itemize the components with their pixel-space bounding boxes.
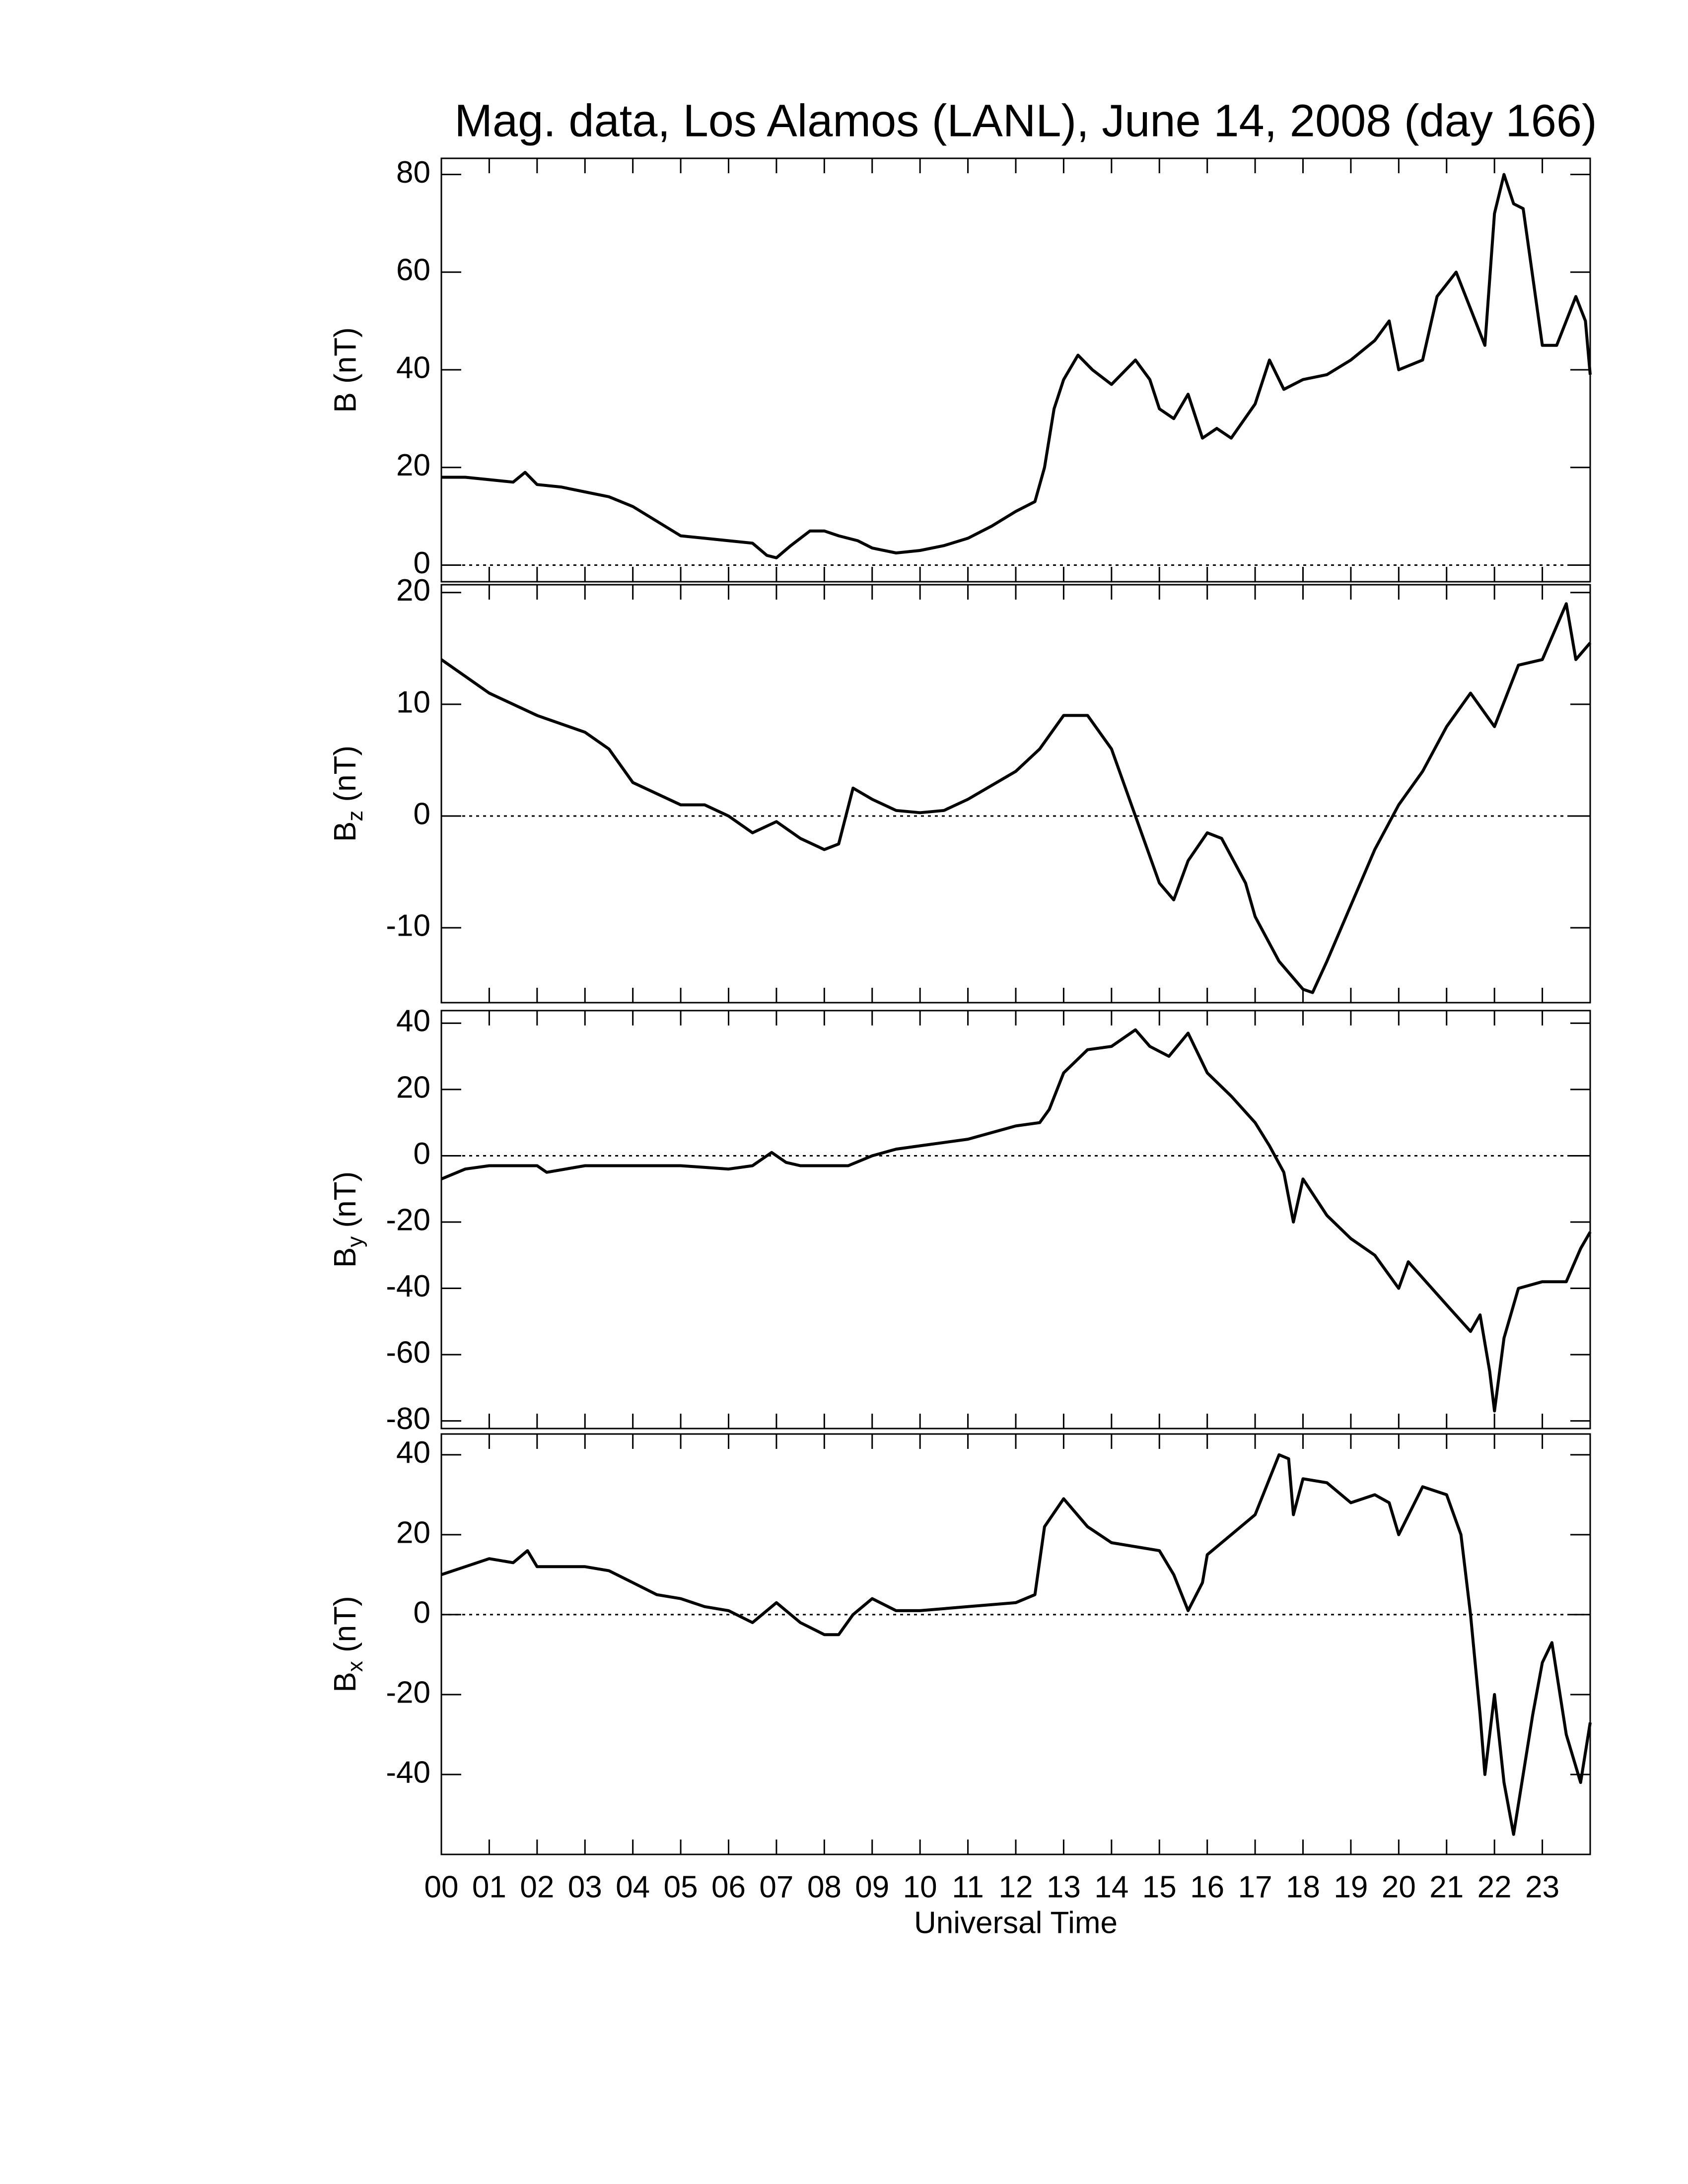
y-tick-label: 20 bbox=[396, 448, 430, 482]
y-tick-label: 20 bbox=[396, 573, 430, 608]
x-tick-label: 03 bbox=[568, 1870, 602, 1904]
x-tick-label: 13 bbox=[1047, 1870, 1081, 1904]
y-tick-label: -40 bbox=[386, 1269, 430, 1303]
x-tick-label: 19 bbox=[1334, 1870, 1368, 1904]
x-tick-label: 14 bbox=[1094, 1870, 1128, 1904]
data-line bbox=[441, 173, 1592, 559]
y-tick-label: 20 bbox=[396, 1070, 430, 1104]
x-tick-label: 15 bbox=[1142, 1870, 1177, 1904]
y-tick-label: 0 bbox=[414, 1595, 430, 1630]
y-tick-label: 0 bbox=[414, 797, 430, 831]
x-tick-label: 17 bbox=[1238, 1870, 1272, 1904]
y-tick-label: 10 bbox=[396, 685, 430, 719]
x-tick-label: 01 bbox=[472, 1870, 506, 1904]
x-tick-label: 04 bbox=[616, 1870, 650, 1904]
x-tick-label: 05 bbox=[664, 1870, 698, 1904]
y-tick-label: -80 bbox=[386, 1402, 430, 1436]
data-line bbox=[440, 602, 1592, 994]
y-axis-label: By (nT) bbox=[328, 1171, 367, 1268]
plot-frame bbox=[440, 584, 1591, 1004]
y-tick-label: 0 bbox=[414, 1137, 430, 1171]
x-tick-label: 21 bbox=[1429, 1870, 1464, 1904]
x-tick-label: 09 bbox=[855, 1870, 889, 1904]
y-tick-label: -10 bbox=[386, 909, 430, 943]
data-line bbox=[441, 1453, 1592, 1836]
plot-frame bbox=[440, 157, 1591, 583]
y-tick-label: 40 bbox=[396, 1004, 430, 1038]
x-tick-label: 12 bbox=[999, 1870, 1033, 1904]
x-tick-label: 16 bbox=[1190, 1870, 1224, 1904]
x-tick-label: 08 bbox=[807, 1870, 842, 1904]
chart-title: Mag. data, Los Alamos (LANL), June 14, 2… bbox=[454, 95, 1597, 146]
x-tick-label: 20 bbox=[1382, 1870, 1416, 1904]
x-tick-label: 02 bbox=[520, 1870, 554, 1904]
x-axis-label: Universal Time bbox=[914, 1906, 1118, 1940]
y-tick-label: -20 bbox=[386, 1675, 430, 1709]
y-tick-label: -40 bbox=[386, 1755, 430, 1789]
y-axis-label: B (nT) bbox=[328, 327, 362, 412]
y-tick-label: -20 bbox=[386, 1203, 430, 1237]
x-tick-label: 23 bbox=[1525, 1870, 1559, 1904]
x-tick-label: 07 bbox=[759, 1870, 793, 1904]
y-axis-label: Bx (nT) bbox=[328, 1596, 367, 1692]
y-tick-label: 40 bbox=[396, 1435, 430, 1470]
y-tick-label: 0 bbox=[414, 546, 430, 580]
x-tick-label: 00 bbox=[424, 1870, 459, 1904]
y-axis-label: Bz (nT) bbox=[328, 746, 367, 842]
x-tick-label: 18 bbox=[1286, 1870, 1320, 1904]
y-tick-label: 20 bbox=[396, 1515, 430, 1550]
x-tick-label: 11 bbox=[952, 1870, 984, 1904]
y-tick-label: -60 bbox=[386, 1335, 430, 1369]
data-line bbox=[440, 1028, 1592, 1413]
y-tick-label: 80 bbox=[396, 155, 430, 190]
plot-frame bbox=[440, 1010, 1591, 1430]
x-tick-label: 06 bbox=[711, 1870, 746, 1904]
y-tick-label: 60 bbox=[396, 253, 430, 287]
x-tick-label: 22 bbox=[1477, 1870, 1512, 1904]
y-tick-label: 40 bbox=[396, 350, 430, 385]
x-tick-label: 10 bbox=[903, 1870, 937, 1904]
